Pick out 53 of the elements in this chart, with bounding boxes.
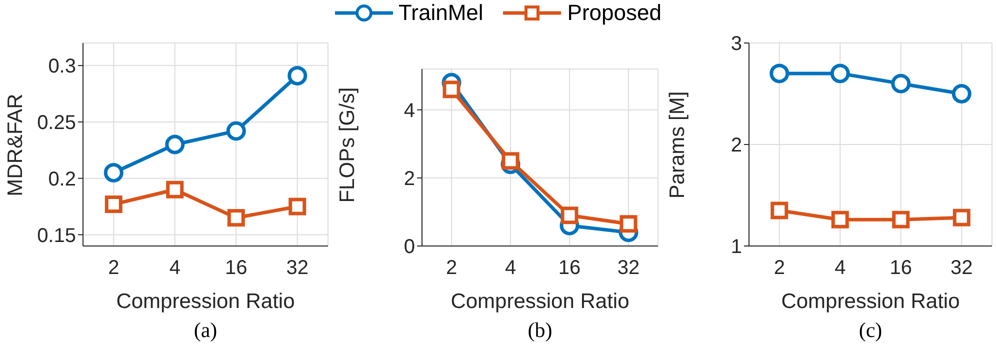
point: [288, 66, 308, 86]
y-axis-title: FLOPs [G/s]: [336, 87, 360, 203]
point: [952, 208, 970, 226]
point: [952, 84, 972, 104]
point: [166, 180, 184, 198]
text: (c): [858, 318, 884, 343]
y-axis-title: MDR&FAR: [4, 94, 28, 196]
y-tick-label: 0.15: [37, 224, 76, 247]
x-tick-label: 4: [834, 257, 846, 280]
x-tick-label: 2: [446, 257, 458, 280]
x-tick-label: 2: [774, 257, 785, 280]
point: [104, 162, 124, 182]
y-axis-title: Params [M]: [666, 91, 690, 199]
x-axis-title: Compression Ratio: [781, 290, 960, 313]
point: [892, 210, 910, 228]
y-tick-label: 2: [404, 168, 415, 190]
x-tick-label: 16: [225, 257, 248, 280]
text: (a): [192, 318, 218, 343]
point: [830, 64, 850, 84]
x-tick-label: 32: [617, 257, 640, 280]
point: [831, 210, 849, 228]
point: [227, 209, 245, 227]
x-tick-label: 2: [108, 257, 120, 280]
y-tick-label: 1: [730, 236, 742, 258]
point: [770, 202, 788, 220]
point: [620, 215, 638, 233]
point: [442, 80, 460, 98]
x-tick-label: 4: [504, 257, 516, 280]
point: [502, 152, 520, 170]
x-tick-label: 4: [169, 257, 180, 280]
point: [226, 121, 246, 141]
y-tick-label: 0.2: [48, 168, 76, 190]
text: (b): [526, 318, 554, 343]
x-tick-label: 16: [558, 257, 581, 280]
point: [891, 74, 911, 94]
y-tick-label: 3: [730, 33, 742, 56]
point: [165, 134, 185, 154]
x-axis-title: Compression Ratio: [450, 290, 630, 313]
point: [560, 206, 578, 224]
point: [770, 64, 790, 84]
legend-label: Proposed: [567, 0, 662, 26]
x-axis-title: Compression Ratio: [116, 290, 295, 313]
point: [104, 196, 122, 214]
point: [288, 198, 306, 216]
x-tick-label: 16: [890, 257, 912, 280]
y-tick-label: 2: [730, 134, 742, 157]
legend-label: TrainMel: [398, 0, 484, 26]
y-tick-label: 0.25: [37, 112, 76, 134]
y-tick-label: 4: [404, 100, 415, 122]
y-tick-label: 0: [404, 236, 415, 258]
x-tick-label: 32: [950, 257, 973, 280]
y-tick-label: 0.3: [48, 56, 76, 78]
x-tick-label: 32: [286, 257, 308, 280]
